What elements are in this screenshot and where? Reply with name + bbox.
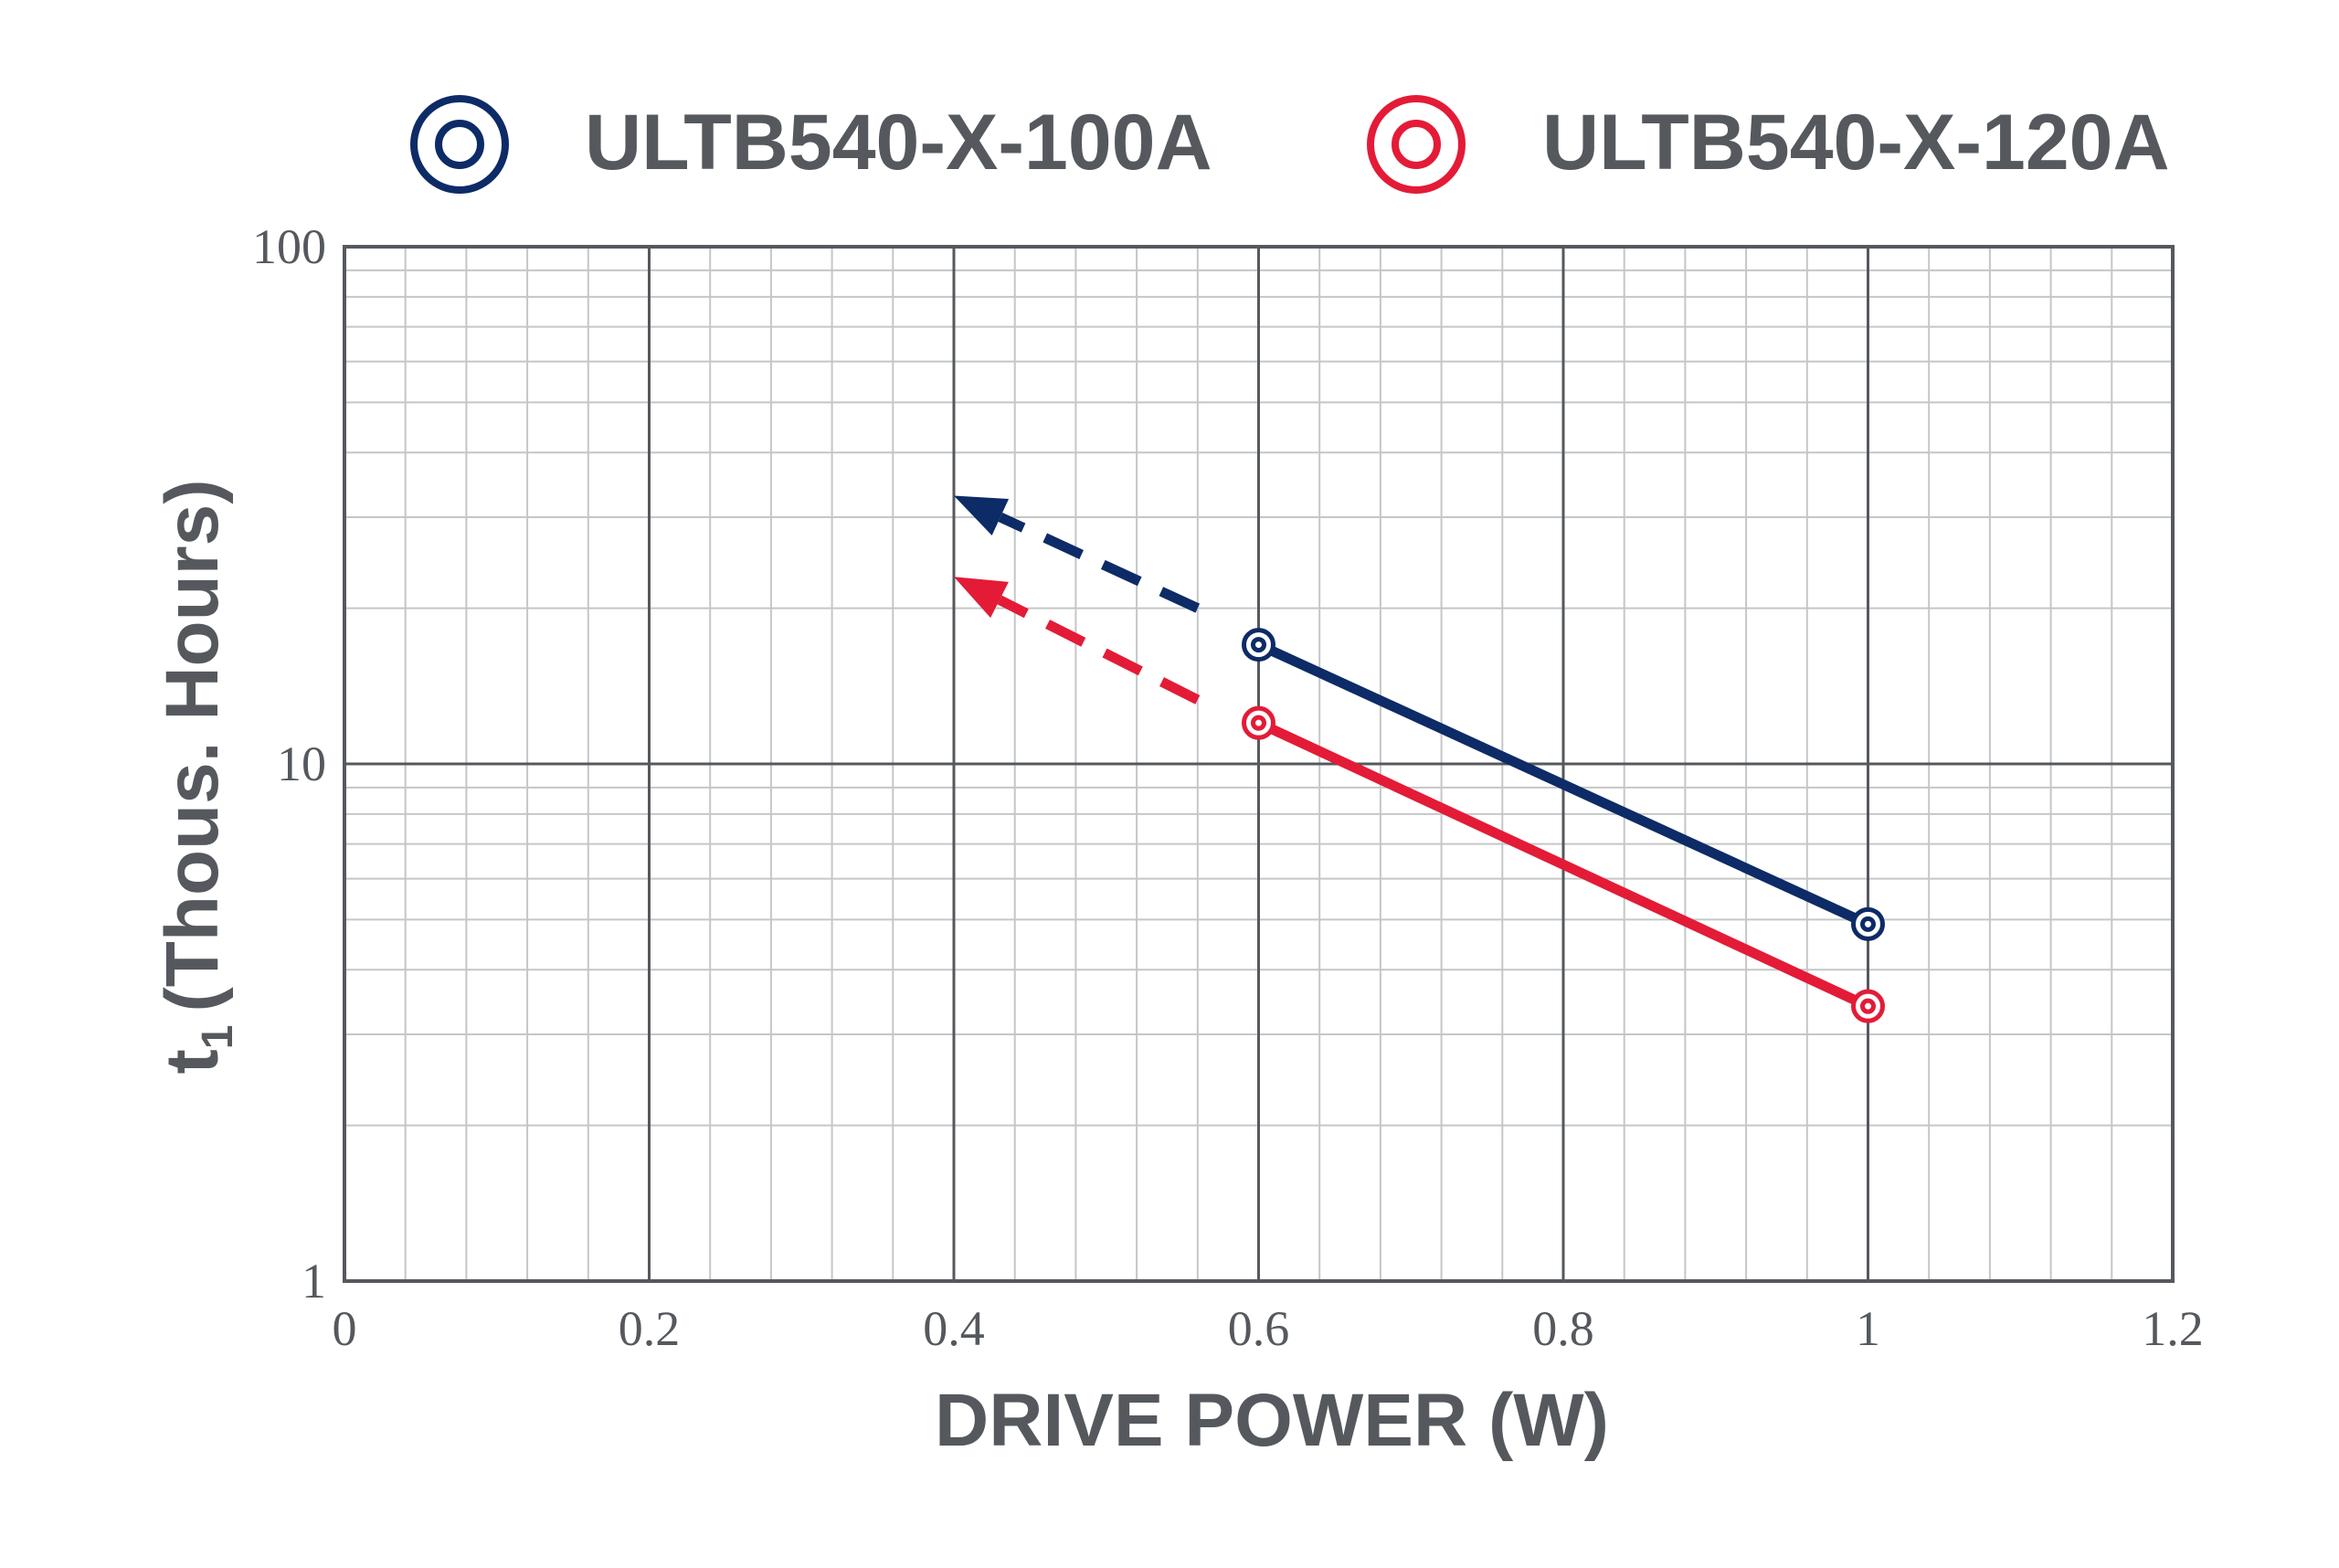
extrapolation-arrowhead	[954, 495, 1010, 535]
legend-marker-icon	[410, 95, 509, 194]
data-point-inner-ring	[1860, 916, 1876, 932]
series-line	[1254, 640, 1873, 929]
legend-marker-icon-inner-ring	[435, 120, 484, 169]
data-point-inner-ring	[1251, 715, 1266, 731]
y-axis-title-main: (Thous. Hours)	[151, 479, 234, 1012]
series-2	[954, 577, 1885, 1023]
y-axis-title-prefix: t	[151, 1049, 234, 1074]
x-tick-label: 0.6	[1228, 1301, 1290, 1356]
x-tick-label: 0.4	[923, 1301, 985, 1356]
plot-border	[343, 245, 2175, 1283]
tick-labels: 0 0.2 0.4 0.6 0.8 1 1.2 1 10 100	[252, 219, 2204, 1356]
plot-frame	[343, 245, 2175, 1283]
y-tick-label: 10	[277, 736, 326, 791]
x-tick-label: 0.2	[619, 1301, 681, 1356]
x-tick-label: 0.8	[1532, 1301, 1594, 1356]
svg-text:t1(Thous. Hours): t1 (Thous. Hours)	[151, 479, 242, 1074]
legend-item-1: ULTB540-X-100A	[410, 95, 1212, 194]
data-point	[1242, 705, 1275, 740]
data-point	[1851, 989, 1885, 1023]
legend-label: ULTB540-X-120A	[1542, 99, 2170, 186]
y-tick-label: 1	[302, 1254, 326, 1308]
x-axis-title: DRIVE POWER (W)	[935, 1379, 1609, 1462]
data-point-outer-ring	[1851, 906, 1885, 941]
legend-marker-icon	[1367, 95, 1466, 194]
series-line	[1254, 717, 1873, 1012]
data-point-inner-ring	[1860, 998, 1876, 1014]
data-point-outer-ring	[1242, 705, 1275, 740]
extrapolation-arrowhead	[954, 577, 1009, 619]
extrapolation-line	[997, 595, 1201, 705]
data-point	[1851, 906, 1885, 941]
legend-marker-icon-inner-ring	[1392, 120, 1441, 169]
x-tick-label: 1.2	[2142, 1301, 2204, 1356]
data-point	[1242, 628, 1275, 662]
axis-titles: DRIVE POWER (W) t1(Thous. Hours)	[151, 479, 1609, 1462]
y-axis-title: t1 (Thous. Hours)	[151, 479, 242, 1074]
data-point-outer-ring	[1851, 989, 1885, 1023]
legend-label: ULTB540-X-100A	[585, 99, 1212, 186]
series-group	[954, 495, 1885, 1023]
data-point-outer-ring	[1242, 628, 1275, 662]
grid	[343, 245, 2175, 1283]
legend: ULTB540-X-100A ULTB540-X-120A	[410, 95, 2170, 194]
legend-item-2: ULTB540-X-120A	[1367, 95, 2170, 194]
x-tick-label: 1	[1856, 1301, 1880, 1356]
data-point-inner-ring	[1251, 637, 1266, 653]
extrapolation-line	[998, 512, 1201, 613]
series-1	[954, 495, 1885, 941]
y-axis-title-subscript: 1	[194, 1025, 242, 1050]
legend-marker-icon-outer-ring	[410, 95, 509, 194]
y-tick-label: 100	[252, 219, 326, 274]
x-tick-label: 0	[333, 1301, 357, 1356]
legend-marker-icon-outer-ring	[1367, 95, 1466, 194]
